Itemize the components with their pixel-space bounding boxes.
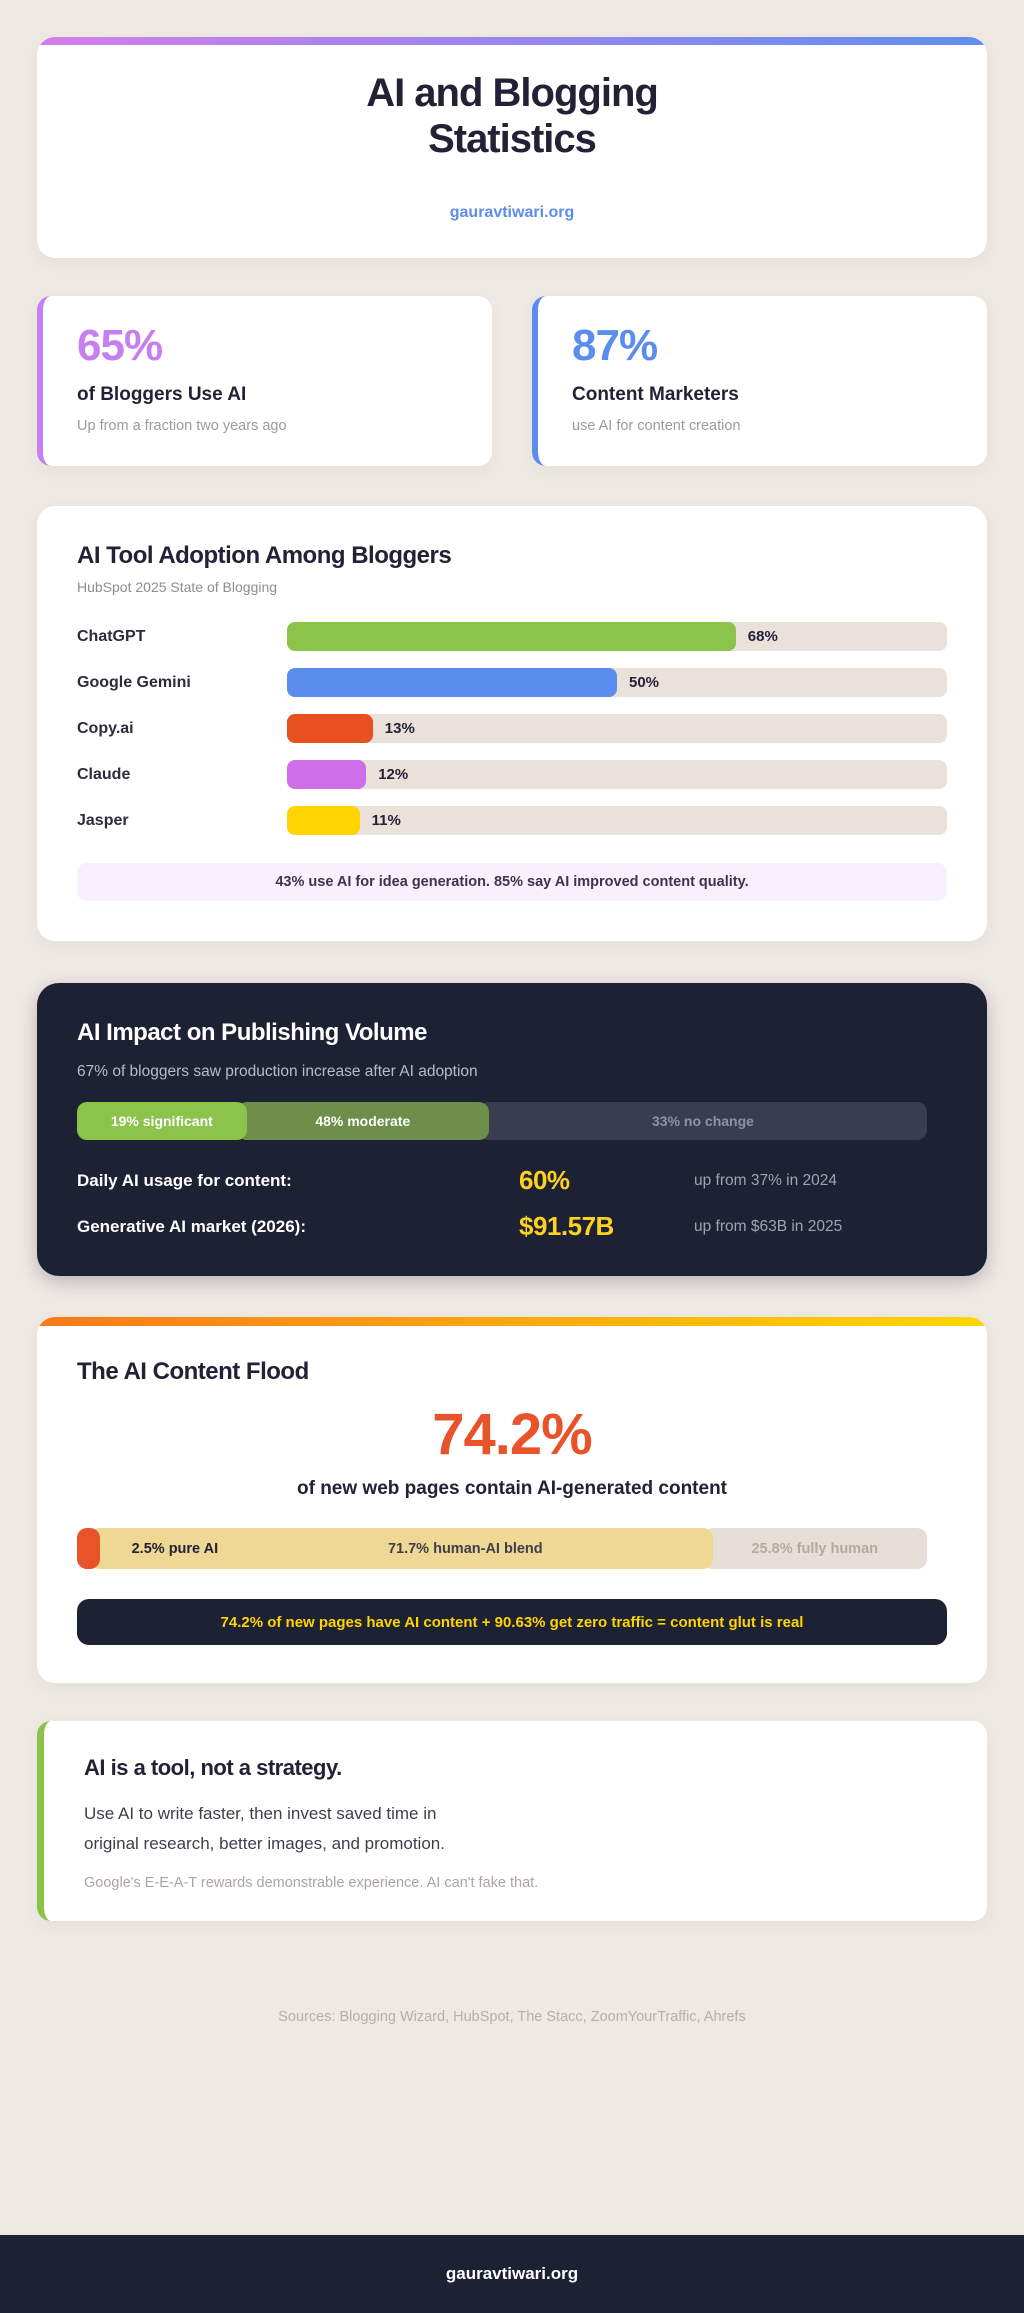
stat-value: 87% [572, 321, 658, 371]
bar-fill [287, 760, 367, 790]
bar-track: 13% [287, 714, 947, 744]
takeaway-body-line: original research, better images, and pr… [84, 1833, 445, 1853]
adoption-bar-chart: ChatGPT 68% Google Gemini 50% Copy.ai 13… [77, 622, 947, 836]
segment-significant: 19% significant [77, 1102, 247, 1141]
stat-note: Up from a fraction two years ago [77, 418, 287, 435]
flood-banner: 74.2% of new pages have AI content + 90.… [77, 1599, 947, 1646]
segment-human-ai-blend: 2.5% pure AI 71.7% human-AI blend [89, 1528, 713, 1570]
bar-value: 50% [629, 674, 660, 692]
takeaway-card: AI is a tool, not a strategy. Use AI to … [37, 1721, 987, 1921]
impact-stat-row: Daily AI usage for content: 60% up from … [77, 1165, 947, 1196]
takeaway-body-line: Use AI to write faster, then invest save… [84, 1804, 437, 1824]
sources-text: Sources: Blogging Wizard, HubSpot, The S… [278, 2008, 746, 2025]
bar-track: 68% [287, 622, 947, 652]
flood-banner-text: 74.2% of new pages have AI content + 90.… [220, 1613, 804, 1631]
flood-card: The AI Content Flood 74.2% of new web pa… [37, 1317, 987, 1684]
impact-row-note: up from $63B in 2025 [694, 1217, 843, 1235]
header-gradient-bar [37, 37, 987, 45]
bar-fill [287, 668, 617, 698]
stat-label: Content Marketers [572, 384, 739, 406]
impact-row-label: Generative AI market (2026): [77, 1216, 306, 1236]
stat-value: 65% [77, 321, 163, 371]
bar-value: 12% [378, 766, 409, 784]
flood-big-subtitle: of new web pages contain AI-generated co… [296, 1478, 727, 1500]
bar-value: 68% [747, 628, 778, 646]
footer: gauravtiwari.org [0, 2235, 1024, 2313]
bar-fill [287, 714, 373, 744]
impact-row-value: 60% [519, 1165, 570, 1196]
blend-label: 71.7% human-AI blend [387, 1540, 543, 1557]
bar-fill [287, 622, 736, 652]
bar-row: ChatGPT 68% [77, 622, 947, 652]
adoption-title: AI Tool Adoption Among Bloggers [77, 542, 452, 570]
bar-value: 13% [384, 720, 415, 738]
segment-pure-ai [77, 1528, 100, 1570]
segment-fully-human: 25.8% fully human [702, 1528, 927, 1570]
bar-row: Copy.ai 13% [77, 714, 947, 744]
bar-value: 11% [371, 812, 401, 830]
impact-row-note: up from 37% in 2024 [694, 1171, 838, 1189]
bar-track: 50% [287, 668, 947, 698]
stat-card-bloggers: 65% of Bloggers Use AI Up from a fractio… [37, 296, 492, 467]
bar-label: ChatGPT [77, 627, 146, 645]
bar-label: Google Gemini [77, 673, 191, 691]
impact-row-label: Daily AI usage for content: [77, 1170, 292, 1190]
flood-title: The AI Content Flood [77, 1358, 309, 1386]
stats-row: 65% of Bloggers Use AI Up from a fractio… [37, 296, 987, 467]
bar-label: Copy.ai [77, 719, 134, 737]
page-title: AI and Blogging Statistics [366, 71, 659, 161]
site-link[interactable]: gauravtiwari.org [449, 204, 575, 222]
impact-subtitle: 67% of bloggers saw production increase … [77, 1063, 478, 1081]
flood-big-value: 74.2% [432, 1402, 592, 1468]
bar-label: Claude [77, 765, 131, 783]
flood-gradient-bar [37, 1317, 987, 1327]
segment-moderate: 48% moderate [236, 1102, 489, 1141]
footer-site-text: gauravtiwari.org [445, 2264, 579, 2283]
takeaway-body: Use AI to write faster, then invest save… [84, 1799, 947, 1859]
takeaway-title: AI is a tool, not a strategy. [84, 1755, 342, 1781]
impact-title: AI Impact on Publishing Volume [77, 1019, 427, 1047]
adoption-card: AI Tool Adoption Among Bloggers HubSpot … [37, 506, 987, 942]
flood-stacked-bar: 2.5% pure AI 71.7% human-AI blend 25.8% … [77, 1528, 947, 1570]
bar-row: Jasper 11% [77, 806, 947, 836]
takeaway-note: Google's E-E-A-T rewards demonstrable ex… [84, 1874, 539, 1891]
stat-card-marketers: 87% Content Marketers use AI for content… [532, 296, 987, 467]
impact-row-value: $91.57B [519, 1211, 614, 1242]
header-card: AI and Blogging Statistics gauravtiwari.… [37, 37, 987, 259]
bar-row: Claude 12% [77, 760, 947, 790]
impact-stat-row: Generative AI market (2026): $91.57B up … [77, 1211, 947, 1242]
segment-no-change: 33% no change [478, 1102, 927, 1141]
stat-label: of Bloggers Use AI [77, 384, 247, 406]
impact-stacked-bar: 19% significant 48% moderate 33% no chan… [77, 1102, 947, 1141]
adoption-note: 43% use AI for idea generation. 85% say … [77, 863, 947, 902]
adoption-subtitle: HubSpot 2025 State of Blogging [77, 579, 278, 596]
impact-card: AI Impact on Publishing Volume 67% of bl… [37, 983, 987, 1277]
bar-fill [287, 806, 360, 836]
stat-note: use AI for content creation [572, 418, 741, 435]
bar-label: Jasper [77, 811, 129, 829]
bar-track: 11% [287, 806, 947, 836]
bar-row: Google Gemini 50% [77, 668, 947, 698]
bar-track: 12% [287, 760, 947, 790]
infographic-container: AI and Blogging Statistics gauravtiwari.… [37, 37, 987, 2025]
pure-ai-label: 2.5% pure AI [131, 1540, 219, 1557]
